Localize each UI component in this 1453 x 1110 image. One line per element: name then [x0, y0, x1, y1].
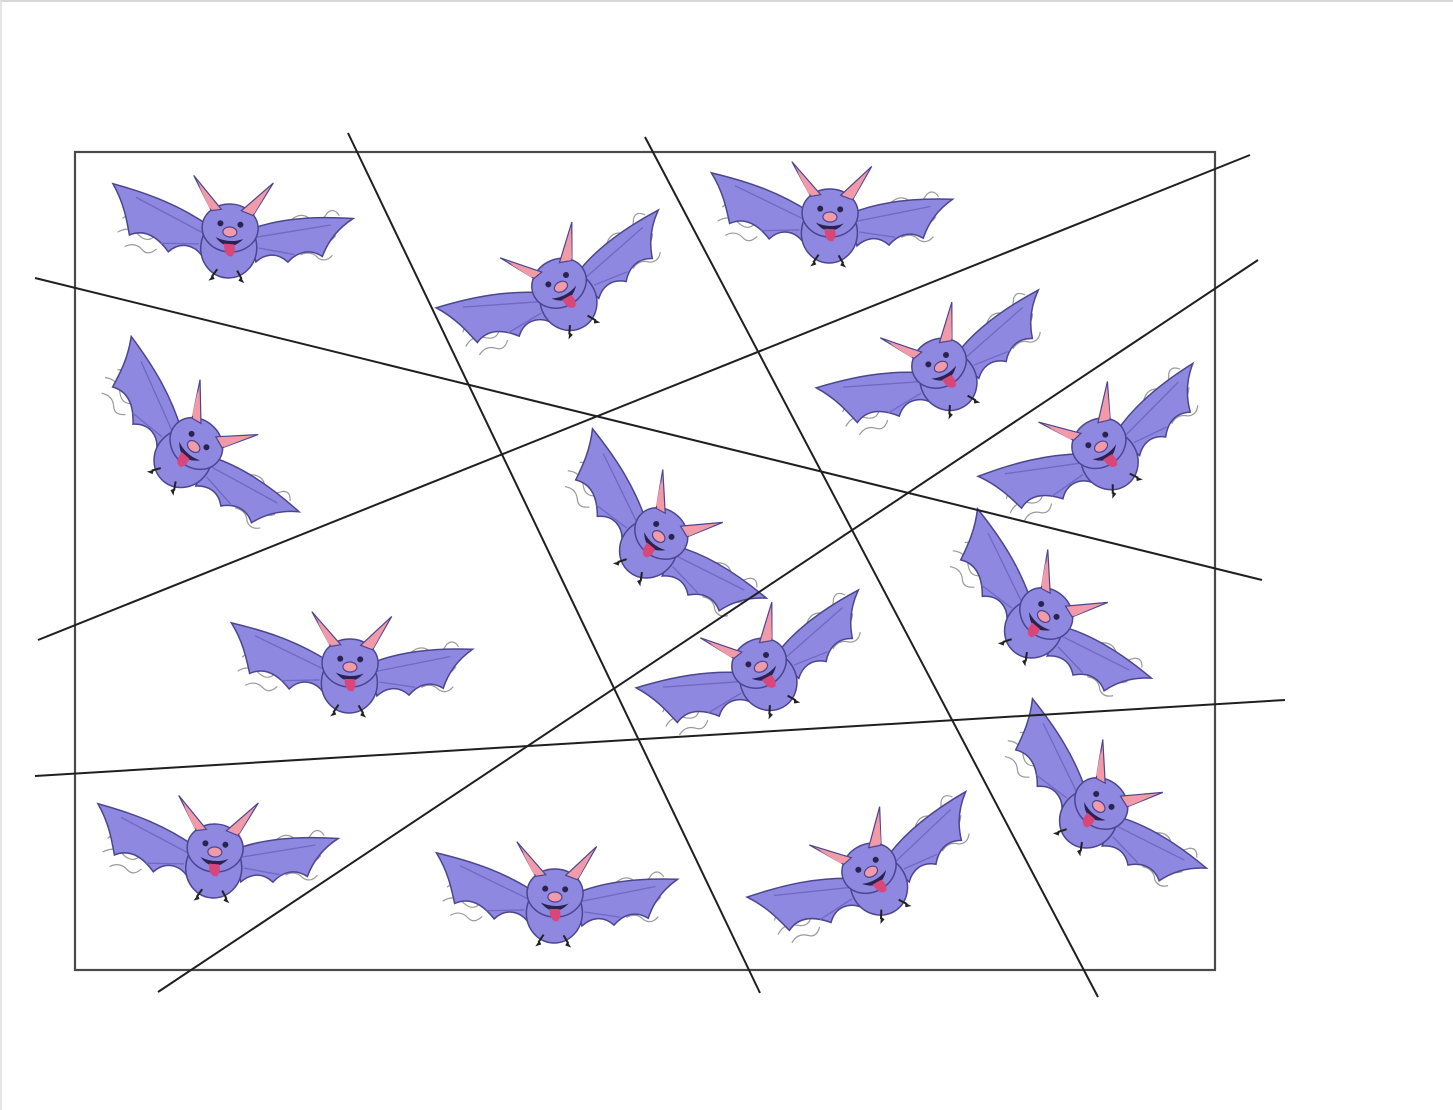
- cut-lines: [34, 132, 1286, 998]
- bat-figure-13: [432, 837, 680, 953]
- bats-layer: [70, 157, 1233, 977]
- bat-figure-6: [969, 335, 1233, 554]
- bat-figure-3: [707, 157, 955, 273]
- cut-line-3: [157, 259, 1259, 993]
- bat-figure-1: [105, 168, 357, 292]
- cut-line-2: [37, 154, 1251, 641]
- bat-figure-14: [739, 762, 1003, 977]
- bat-figure-9: [227, 607, 475, 723]
- cut-line-4: [34, 699, 1286, 777]
- bat-figure-5: [70, 325, 322, 567]
- bat-figure-4: [808, 260, 1074, 469]
- bat-figure-2: [428, 180, 694, 389]
- bat-figure-10: [628, 560, 894, 769]
- bat-figure-12: [973, 687, 1228, 925]
- cut-line-6: [644, 136, 1099, 998]
- bat-figure-8: [918, 497, 1173, 735]
- puzzle-border: [73, 150, 1217, 972]
- cut-line-5: [347, 132, 761, 994]
- bat-figure-11: [90, 788, 342, 912]
- cut-line-1: [34, 277, 1263, 581]
